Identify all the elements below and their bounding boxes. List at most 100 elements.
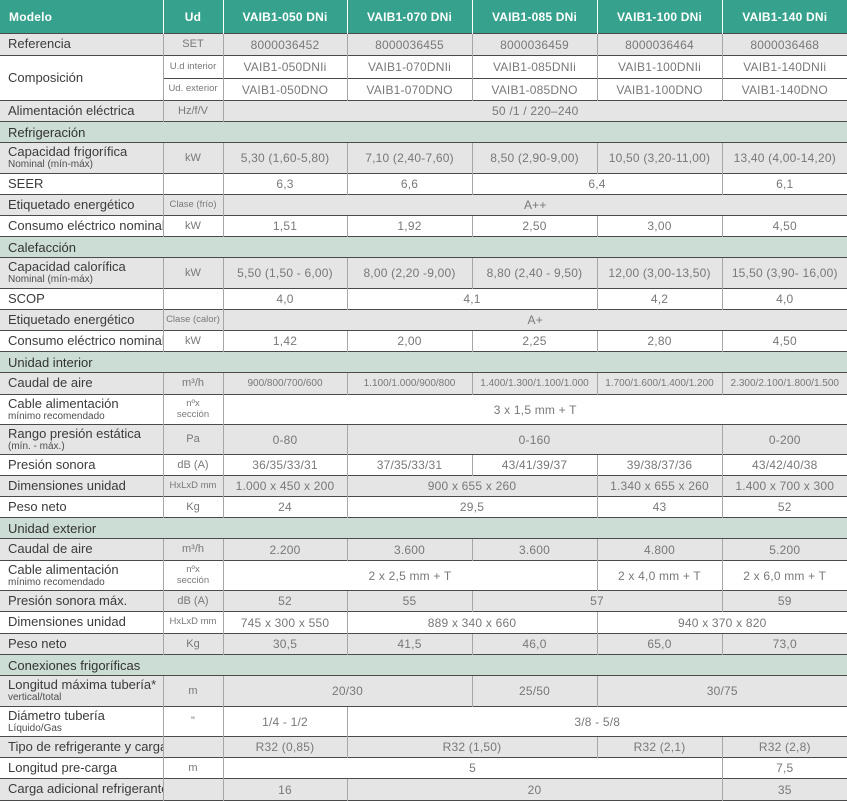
row-label: Caudal de aire <box>0 372 163 395</box>
unit-cell: Kg <box>162 633 223 655</box>
section-title: Conexiones frigoríficas <box>0 654 847 676</box>
value-cell: 3.600 <box>346 538 472 561</box>
value-cell: 5.200 <box>721 538 847 561</box>
value-cell: VAIB1-070DNIi <box>346 55 472 79</box>
table-row: Rango presión estática (mín. - máx.) Pa 0-8… <box>0 424 847 455</box>
table-row: Referencia SET 8000036452 8000036455 8000036… <box>0 33 847 56</box>
value-cell: 16 <box>222 778 347 801</box>
column-header: VAIB1-140 DNi <box>721 0 847 34</box>
unit-cell: nºx sección <box>162 394 223 425</box>
unit-cell: Kg <box>162 496 223 518</box>
row-label: Caudal de aire <box>0 538 163 561</box>
value-cell: VAIB1-100DNO <box>596 78 722 101</box>
table-row: Caudal de aire m³/h 900/800/700/600 1.100/1… <box>0 372 847 395</box>
value-cell: 889 x 340 x 660 <box>346 611 597 634</box>
section-title: Refrigeración <box>0 121 847 143</box>
value-cell: VAIB1-085DNIi <box>471 55 597 79</box>
value-cell: 0-200 <box>721 424 847 455</box>
value-cell: 900 x 655 x 260 <box>346 475 597 497</box>
row-sublabel-text: vertical/total <box>8 692 62 704</box>
value-cell: 1.000 x 450 x 200 <box>222 475 347 497</box>
value-cell: 1/4 - 1/2 <box>222 706 347 737</box>
value-cell: 2,50 <box>471 215 597 237</box>
value-cell: 65,0 <box>596 633 722 655</box>
row-sublabel-text: mínimo recomendado <box>8 410 105 422</box>
value-cell: 0-160 <box>346 424 722 455</box>
value-cell: 0-80 <box>222 424 347 455</box>
value-cell: 52 <box>222 590 347 612</box>
value-cell: 13,40 (4,00-14,20) <box>721 142 847 174</box>
value-cell: 43/42/40/38 <box>721 454 847 476</box>
value-cell: VAIB1-050DNIi <box>222 55 347 79</box>
column-header: VAIB1-070 DNi <box>346 0 472 34</box>
unit-cell: SET <box>162 33 223 56</box>
value-cell: 8000036468 <box>721 33 847 56</box>
section-title: Unidad exterior <box>0 517 847 539</box>
value-cell: 4,2 <box>596 288 722 310</box>
value-cell: 50 /1 / 220–240 <box>222 100 847 122</box>
row-label-text: Cable alimentación <box>8 561 119 577</box>
value-cell: 35 <box>721 778 847 801</box>
unit-cell: U.d interior <box>162 55 223 79</box>
row-label-text: Tipo de refrigerante y carga <box>8 738 163 754</box>
table-row: Capacidad frigorífica Nominal (mín-máx) kW… <box>0 142 847 174</box>
table-row: Consumo eléctrico nominal kW 1,42 2,00 2,25 2… <box>0 330 847 352</box>
value-cell: 2 x 6,0 mm + T <box>721 560 847 591</box>
value-cell: 24 <box>222 496 347 518</box>
table-row: Dimensiones unidad HxLxD mm 745 x 300 x 55… <box>0 611 847 634</box>
value-cell: VAIB1-050DNO <box>222 78 347 101</box>
value-cell: 3 x 1,5 mm + T <box>222 394 847 425</box>
value-cell: 2,00 <box>346 330 472 352</box>
table-row: Tipo de refrigerante y carga R32 (0,85) R3… <box>0 736 847 758</box>
row-label: Etiquetado energético <box>0 309 163 331</box>
value-cell: 30/75 <box>596 675 847 707</box>
value-cell: 4,0 <box>721 288 847 310</box>
value-cell: VAIB1-100DNIi <box>596 55 722 79</box>
value-cell: 41,5 <box>346 633 472 655</box>
value-cell: R32 (2,1) <box>596 736 722 758</box>
column-header: VAIB1-085 DNi <box>471 0 597 34</box>
unit-cell <box>162 288 223 310</box>
value-cell: 8000036455 <box>346 33 472 56</box>
value-cell: 8,50 (2,90-9,00) <box>471 142 597 174</box>
value-cell: 57 <box>471 590 722 612</box>
column-header: Ud <box>162 0 223 34</box>
table-row: Presión sonora máx. dB (A) 52 55 57 59 <box>0 590 847 612</box>
table-row: Cable alimentación mínimo recomendado nºx s… <box>0 560 847 591</box>
value-cell: 8000036452 <box>222 33 347 56</box>
unit-cell: m <box>162 757 223 779</box>
table-row: Etiquetado energético Clase (calor) A+ <box>0 309 847 331</box>
table-row: SCOP 4,0 4,1 4,2 4,0 <box>0 288 847 310</box>
row-sublabel-text: Nominal (mín-máx) <box>8 159 94 171</box>
value-cell: VAIB1-140DNIi <box>721 55 847 79</box>
value-cell: A++ <box>222 194 847 216</box>
row-label: Etiquetado energético <box>0 194 163 216</box>
row-label: Diámetro tubería Líquido/Gas <box>0 706 163 737</box>
row-label-text: Caudal de aire <box>8 541 93 557</box>
row-label: Presión sonora máx. <box>0 590 163 612</box>
value-cell: 2.200 <box>222 538 347 561</box>
value-cell: 4,50 <box>721 215 847 237</box>
value-cell: 7,10 (2,40-7,60) <box>346 142 472 174</box>
value-cell: 46,0 <box>471 633 597 655</box>
value-cell: 25/50 <box>471 675 597 707</box>
table-row: Cable alimentación mínimo recomendado nºx s… <box>0 394 847 425</box>
value-cell: 2 x 4,0 mm + T <box>596 560 722 591</box>
value-cell: 10,50 (3,20-11,00) <box>596 142 722 174</box>
unit-cell <box>162 778 223 801</box>
row-label-text: Referencia <box>8 36 71 52</box>
value-cell: 39/38/37/36 <box>596 454 722 476</box>
value-cell: 6,1 <box>721 173 847 195</box>
unit-cell: HxLxD mm <box>162 611 223 634</box>
column-header: VAIB1-050 DNi <box>222 0 347 34</box>
value-cell: 5 <box>222 757 722 779</box>
value-cell: 20/30 <box>222 675 472 707</box>
unit-line: sección <box>176 408 210 420</box>
unit-cell: Clase (frío) <box>162 194 223 216</box>
unit-line: nºx <box>186 564 200 576</box>
section-band: Unidad interior <box>0 351 847 373</box>
value-cell: 59 <box>721 590 847 612</box>
table-row: Longitud pre-carga m 5 7,5 <box>0 757 847 779</box>
